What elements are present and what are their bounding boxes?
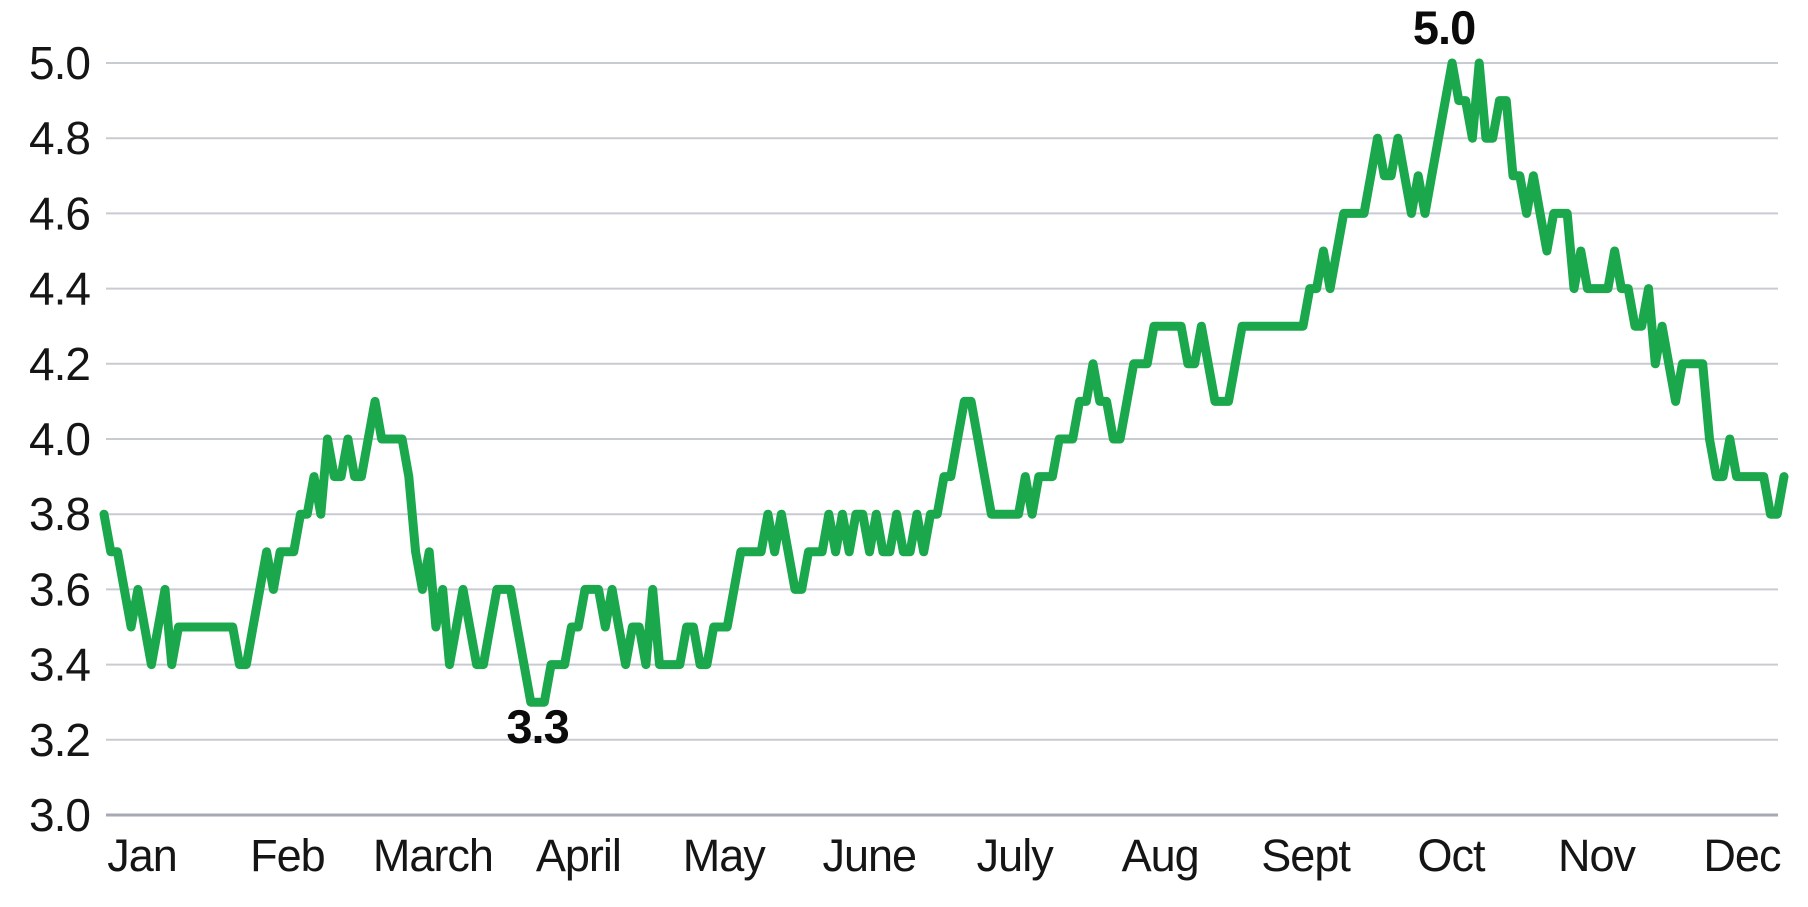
y-tick-label: 3.8 — [29, 488, 90, 540]
x-tick-label: April — [536, 830, 621, 881]
x-tick-label: July — [977, 830, 1055, 881]
x-tick-label: March — [373, 830, 493, 881]
x-tick-label: Jan — [107, 830, 177, 881]
annotation-min-label: 3.3 — [506, 700, 568, 753]
x-tick-label: May — [683, 830, 767, 881]
x-tick-label: June — [822, 830, 916, 881]
annotation-max-label: 5.0 — [1413, 1, 1475, 54]
x-tick-label: Feb — [250, 830, 325, 881]
y-tick-label: 4.2 — [29, 338, 90, 390]
x-tick-label: Dec — [1703, 830, 1781, 881]
y-axis-labels: 5.0 4.8 4.6 4.4 4.2 4.0 3.8 3.6 3.4 3.2 3.0 — [29, 37, 91, 841]
y-tick-label: 3.2 — [29, 714, 90, 766]
x-tick-label: Oct — [1418, 830, 1487, 881]
annotations: 5.0 3.3 — [506, 1, 1476, 753]
y-tick-label: 4.8 — [29, 112, 90, 164]
y-tick-label: 4.6 — [29, 187, 90, 239]
x-tick-label: Sept — [1261, 830, 1351, 881]
y-tick-label: 3.0 — [29, 789, 90, 841]
y-tick-label: 5.0 — [29, 37, 90, 89]
x-tick-label: Aug — [1122, 830, 1199, 881]
y-tick-label: 4.4 — [29, 263, 90, 315]
x-axis-labels: Jan Feb March April May June July Aug Sept Oct Nov… — [107, 830, 1782, 881]
y-tick-label: 3.4 — [29, 639, 90, 691]
gridlines — [106, 62, 1778, 817]
series-line — [99, 58, 1789, 707]
x-tick-label: Nov — [1558, 830, 1637, 881]
y-tick-label: 3.6 — [29, 563, 90, 615]
y-tick-label: 4.0 — [29, 413, 90, 465]
data-series — [99, 58, 1789, 707]
